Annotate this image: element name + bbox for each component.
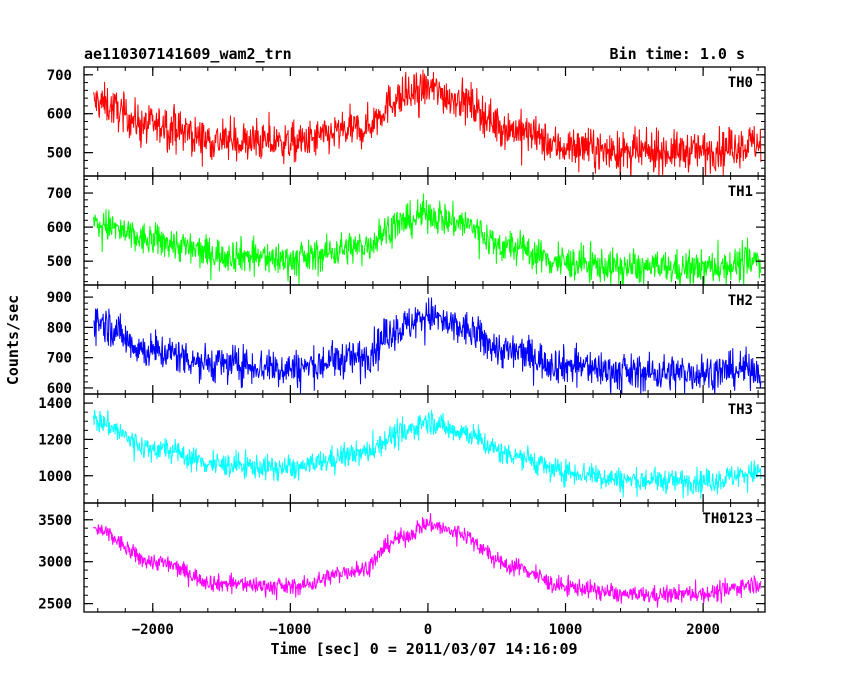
y-tick-label: 600: [47, 220, 72, 236]
panel-th0: 500 600 700 TH0: [47, 66, 766, 177]
y-tick-label: 1400: [38, 396, 72, 412]
y-tick-label: 3000: [38, 555, 72, 571]
y-tick-label: 1200: [38, 432, 72, 448]
y-tick-label: 600: [47, 381, 72, 397]
series-th2: [93, 297, 762, 394]
panels: 500 600 700 TH0 500 600 700 TH1 600 700 800 900 TH2 1…: [38, 66, 766, 638]
panel-th2: 600 700 800 900 TH2: [47, 284, 766, 397]
x-tick-label: 1000: [549, 622, 583, 638]
y-tick-label: 3500: [38, 513, 72, 529]
panel-label: TH0123: [702, 511, 753, 527]
panel-label: TH2: [728, 293, 753, 309]
panel-th3: 1000 1200 1400 TH3: [38, 393, 766, 504]
y-axis-label: Counts/sec: [4, 295, 22, 385]
y-tick-label: 700: [47, 186, 72, 202]
y-tick-label: 500: [47, 146, 72, 162]
panel-frame: [83, 502, 766, 613]
series-th0123: [93, 513, 762, 608]
x-tick-label: −2000: [132, 622, 174, 638]
x-axis-label: Time [sec] 0 = 2011/03/07 14:16:09: [270, 640, 577, 658]
series-th3: [93, 409, 762, 499]
panel-frame: [83, 175, 766, 286]
y-tick-label: 700: [47, 351, 72, 367]
x-tick-label: 0: [424, 622, 432, 638]
panel-label: TH1: [728, 184, 753, 200]
chart-title: ae110307141609_wam2_trn: [84, 45, 292, 63]
panel-th1: 500 600 700 TH1: [47, 175, 766, 286]
y-tick-label: 800: [47, 320, 72, 336]
panel-th0123: 2500 3000 3500 TH0123: [38, 502, 766, 613]
series-th1: [93, 193, 762, 285]
y-tick-label: 900: [47, 290, 72, 306]
y-tick-label: 500: [47, 254, 72, 270]
x-tick-label: −1000: [269, 622, 311, 638]
x-tick-label: 2000: [686, 622, 720, 638]
y-tick-label: 1000: [38, 469, 72, 485]
panel-label: TH3: [728, 402, 753, 418]
series-th0: [93, 69, 762, 176]
panel-label: TH0: [728, 75, 753, 91]
y-tick-label: 700: [47, 68, 72, 84]
y-tick-label: 600: [47, 107, 72, 123]
y-tick-label: 2500: [38, 597, 72, 613]
bin-time-label: Bin time: 1.0 s: [610, 45, 745, 63]
